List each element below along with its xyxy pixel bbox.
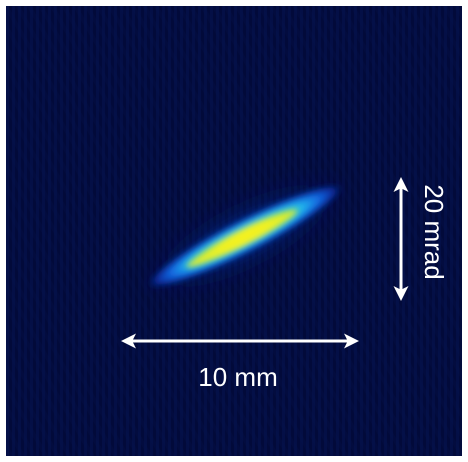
vertical-scale-label: 20 mrad — [419, 184, 449, 279]
beam-core — [186, 210, 298, 268]
beam-spot — [137, 174, 353, 298]
horizontal-scale-label: 10 mm — [198, 362, 277, 392]
